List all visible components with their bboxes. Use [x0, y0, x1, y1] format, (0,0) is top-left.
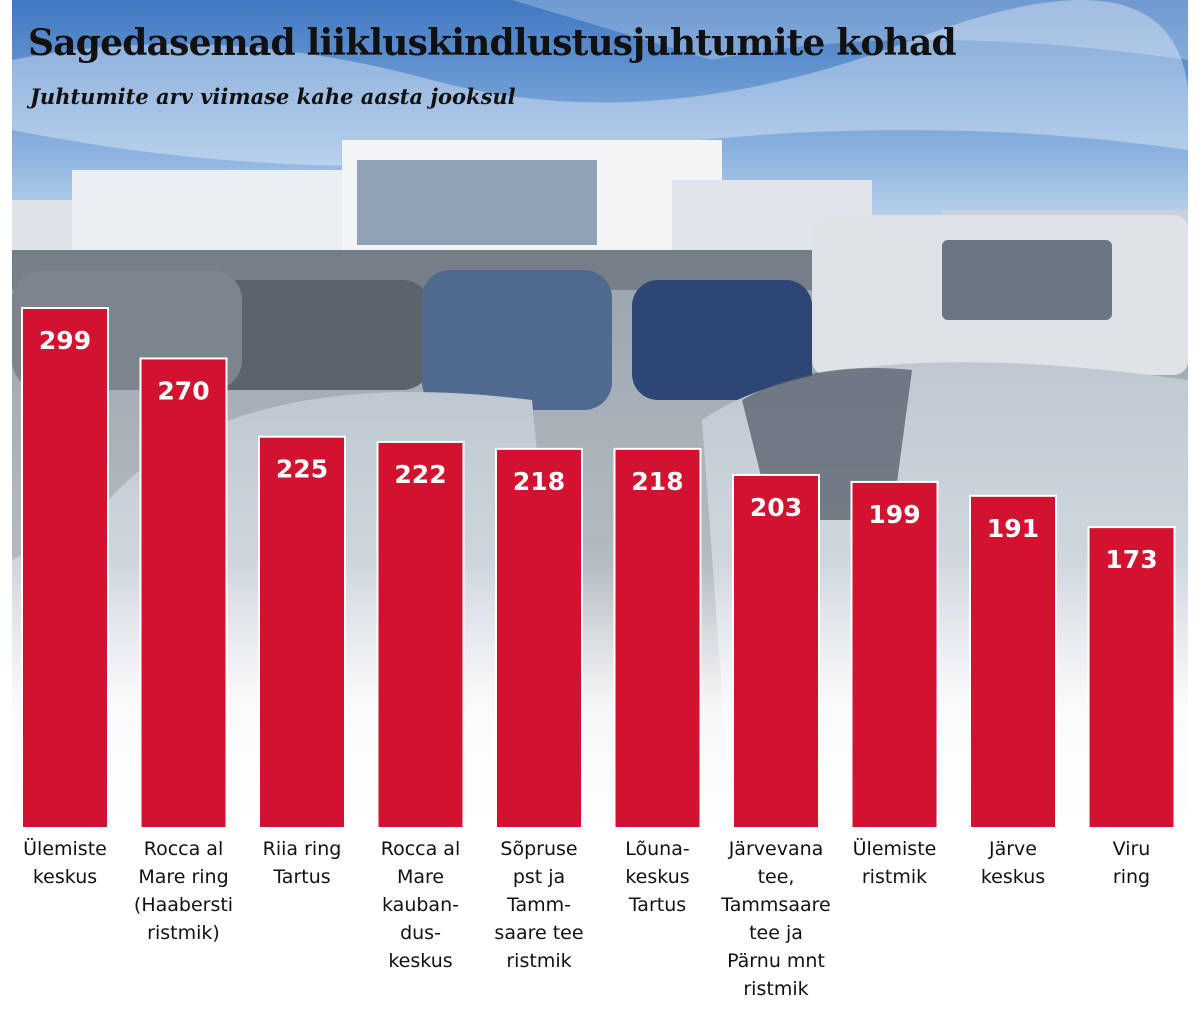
category-label: saare tee [494, 922, 583, 944]
category-label: pst ja [513, 866, 565, 888]
bar-8 [850, 480, 939, 829]
category-label: Tartus [272, 866, 330, 888]
category-label: tee ja [749, 922, 803, 944]
category-label: Ülemiste [853, 837, 937, 860]
bar-6 [613, 447, 702, 829]
bar-value-label: 222 [394, 460, 446, 489]
category-label: keskus [33, 866, 97, 888]
category-label: Pärnu mnt [727, 950, 825, 972]
category-label: (Haabersti [134, 894, 233, 916]
chart-subtitle: Juhtumite arv viimase kahe aasta jooksul [30, 84, 516, 109]
category-label: Mare ring [138, 866, 228, 888]
bar-value-label: 299 [39, 326, 91, 355]
category-label: ring [1113, 866, 1150, 888]
category-label: ristmik) [147, 922, 220, 944]
bar-value-label: 191 [987, 514, 1039, 543]
category-label: Mare [397, 866, 444, 888]
category-label: Viru [1113, 838, 1151, 860]
category-label: Sõpruse [500, 838, 577, 860]
category-label: ristmik [862, 866, 927, 888]
category-label: ristmik [506, 950, 571, 972]
bar-value-label: 218 [513, 467, 565, 496]
category-label: Tartus [628, 894, 686, 916]
category-label: Tamm- [506, 894, 571, 916]
bar-value-label: 218 [631, 467, 683, 496]
category-label: keskus [625, 866, 689, 888]
category-label: kauban- [382, 894, 459, 916]
bar-value-label: 270 [157, 376, 209, 405]
bar-7 [732, 473, 820, 829]
bar-value-label: 203 [750, 493, 802, 522]
bar-value-label: 225 [276, 455, 328, 484]
category-label: Rocca al [144, 838, 223, 860]
category-label: tee, [758, 866, 795, 888]
category-label: Rocca al [381, 838, 460, 860]
bar-2 [139, 357, 228, 829]
chart-title: Sagedasemad liikluskindlustusjuhtumite k… [28, 22, 957, 64]
bar-1 [21, 307, 109, 829]
bar-9 [969, 494, 1057, 829]
bar-value-label: 173 [1105, 545, 1157, 574]
category-label: keskus [388, 950, 452, 972]
category-label: Järvevana [728, 838, 824, 860]
category-label: keskus [981, 866, 1045, 888]
category-label: dus- [400, 922, 441, 944]
category-label: Tammsaare [720, 894, 830, 916]
bar-5 [495, 447, 583, 829]
bar-4 [376, 440, 465, 829]
category-label: Lõuna- [625, 838, 689, 860]
category-label: Järve [988, 838, 1037, 860]
category-label: Riia ring [263, 838, 342, 860]
bar-3 [258, 435, 346, 829]
category-label: Ülemiste [23, 837, 107, 860]
bar-10 [1087, 526, 1176, 829]
bar-value-label: 199 [868, 500, 920, 529]
category-label: ristmik [743, 978, 808, 1000]
